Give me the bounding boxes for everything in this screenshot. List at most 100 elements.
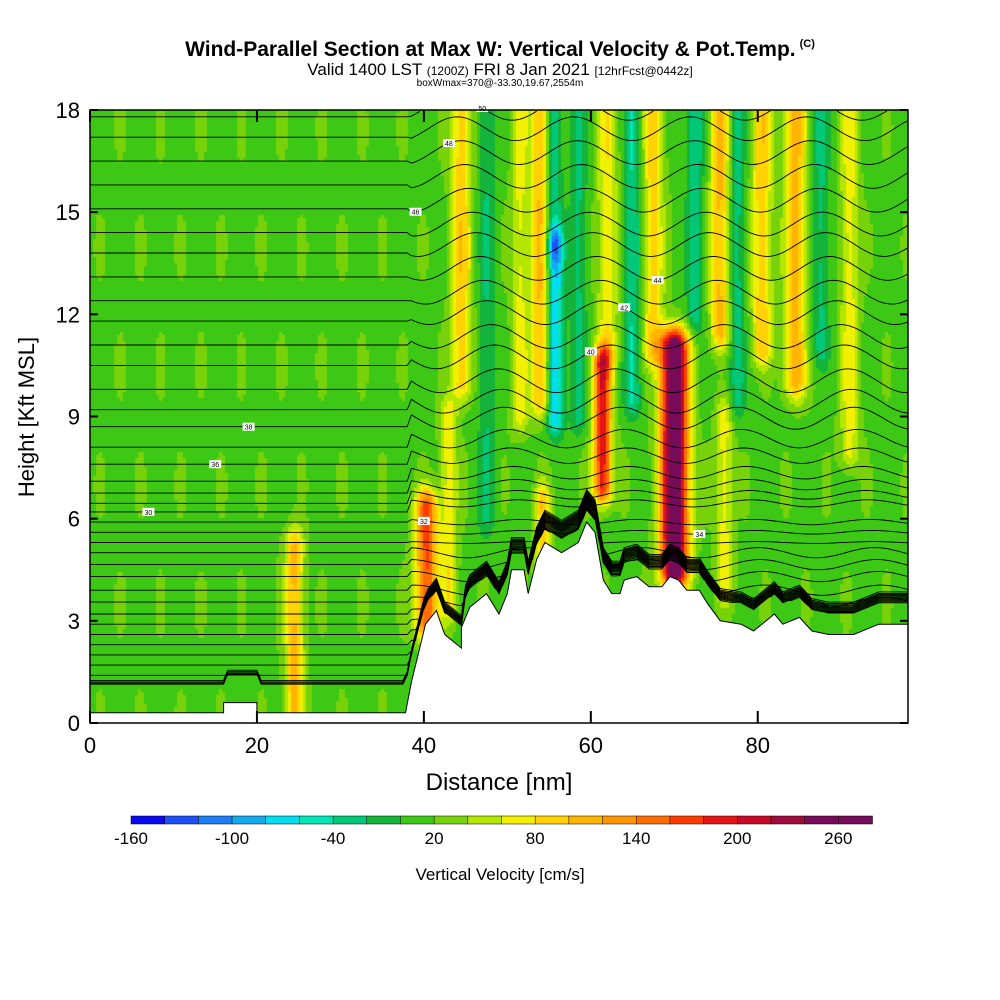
isentrope-line [90, 344, 909, 370]
isentrope-label-text: 46 [412, 210, 420, 217]
colorbar-swatch [568, 815, 604, 825]
valid-date: FRI 8 Jan 2021 [473, 60, 590, 79]
colorbar-swatch [231, 815, 267, 825]
colorbar-swatch [804, 815, 840, 825]
isentrope-label-text: 38 [245, 425, 253, 432]
isentrope-line [90, 140, 909, 165]
isentrope-label-text: 36 [211, 462, 219, 469]
colorbar-tick-label: 20 [425, 829, 444, 848]
isentrope-label: 32 [417, 516, 430, 526]
colorbar-swatch [770, 815, 806, 825]
isentrope-line [90, 465, 909, 482]
isentrope-label: 44 [651, 276, 664, 285]
y-tick-label: 18 [56, 98, 80, 123]
isentrope-label-bg [442, 139, 455, 148]
colorbar-tick-label: -100 [215, 829, 249, 848]
isentrope-label-text: 42 [620, 305, 628, 312]
isentrope-label: 40 [584, 347, 597, 356]
colorbar-tick-label: 140 [622, 829, 650, 848]
isentrope-line [90, 507, 909, 535]
isentrope-line [90, 406, 909, 430]
terrain [89, 521, 909, 724]
isentrope-line [90, 388, 909, 414]
y-tick-label: 9 [68, 405, 80, 430]
colorbar-swatch [501, 815, 536, 825]
forecast-info: [12hrFcst@0442z] [594, 64, 693, 78]
y-axis-label: Height [Kft MSL] [14, 337, 39, 497]
isentrope-line [90, 256, 909, 281]
x-tick-label: 80 [746, 733, 770, 758]
colorbar-tick-label: -40 [321, 829, 346, 848]
colorbar-swatch [669, 815, 705, 825]
colorbar-swatch [332, 815, 368, 825]
isentrope-line [90, 116, 909, 142]
isentrope-label: 46 [409, 207, 422, 217]
isentrope-label-text: 40 [587, 349, 595, 356]
chart-title: Wind-Parallel Section at Max W: Vertical… [0, 38, 1000, 62]
isentrope-line [90, 447, 909, 465]
colorbar-swatch [467, 815, 503, 825]
colorbar-swatch [534, 815, 570, 825]
colorbar-swatch [433, 815, 469, 825]
isentrope-line [90, 211, 909, 237]
colorbar-tick-label: 80 [526, 829, 545, 848]
colorbar-swatch [265, 815, 301, 825]
isentrope-line [90, 504, 909, 571]
isentrope-line [90, 499, 908, 619]
isentrope-label: 30 [142, 507, 155, 517]
x-axis-label: Distance [nm] [426, 769, 573, 796]
colorbar-swatch [838, 815, 873, 825]
isentrope-line [90, 505, 909, 559]
colorbar-swatch [299, 815, 334, 825]
colorbar-swatch [635, 815, 671, 825]
isentrope-line [90, 187, 909, 213]
colorbar-tick-label: -160 [114, 829, 148, 848]
isentrope-label: 50 [476, 103, 489, 113]
isentrope-line [90, 490, 909, 504]
y-tick-label: 15 [56, 200, 80, 225]
isentrope-label-bg [209, 460, 222, 469]
isentrope-line [90, 500, 909, 608]
colorbar-swatch [737, 815, 772, 825]
isentrope-label-bg [693, 530, 706, 539]
isentrope-line [90, 324, 909, 349]
isentrope-label-text: 44 [654, 278, 662, 285]
isentrope-line [90, 508, 909, 526]
isentrope-label: 42 [618, 303, 631, 312]
colorbar-swatch [400, 815, 435, 825]
isentrope-line [90, 502, 909, 596]
isentrope-line [90, 428, 909, 449]
isentrope-line [90, 368, 908, 394]
colorbar-swatch [602, 815, 637, 825]
x-tick-label: 20 [245, 733, 269, 758]
isentrope-label-text: 48 [445, 141, 453, 148]
isentrope-line [90, 478, 909, 494]
isentrope-label: 34 [693, 530, 706, 539]
isentrope-line [90, 232, 909, 257]
colorbar-label: Vertical Velocity [cm/s] [415, 865, 584, 884]
colorbar-tick-label: 200 [723, 829, 751, 848]
isentrope-line [90, 488, 908, 681]
isentrope-label-text: 30 [145, 510, 153, 517]
isentrope-label-bg [409, 207, 422, 216]
isentrope-label-bg [584, 347, 597, 356]
colorbar-swatch [164, 815, 200, 825]
isentrope-line [90, 164, 909, 189]
isentrope-label-text: 34 [695, 532, 703, 539]
isentrope-line [90, 110, 888, 121]
valid-time: Valid 1400 LST [307, 60, 422, 79]
isentrope-label-bg [618, 303, 631, 312]
colorbar: -160 -100 -40 20 80 140 200 260 Vertical Velocit… [114, 815, 873, 884]
isentrope-label: 36 [209, 460, 222, 469]
isentrope-label-bg [242, 422, 255, 431]
y-tick-label: 0 [68, 711, 80, 736]
x-tick-label: 0 [84, 733, 96, 758]
isentrope-label-bg [476, 103, 489, 112]
isentrope-group [90, 110, 909, 685]
isentrope-line [90, 499, 909, 513]
x-tick-label: 40 [412, 733, 436, 758]
isentrope-line [90, 279, 909, 305]
colorbar-tick-label: 260 [824, 829, 852, 848]
isentrope-line [90, 503, 909, 583]
